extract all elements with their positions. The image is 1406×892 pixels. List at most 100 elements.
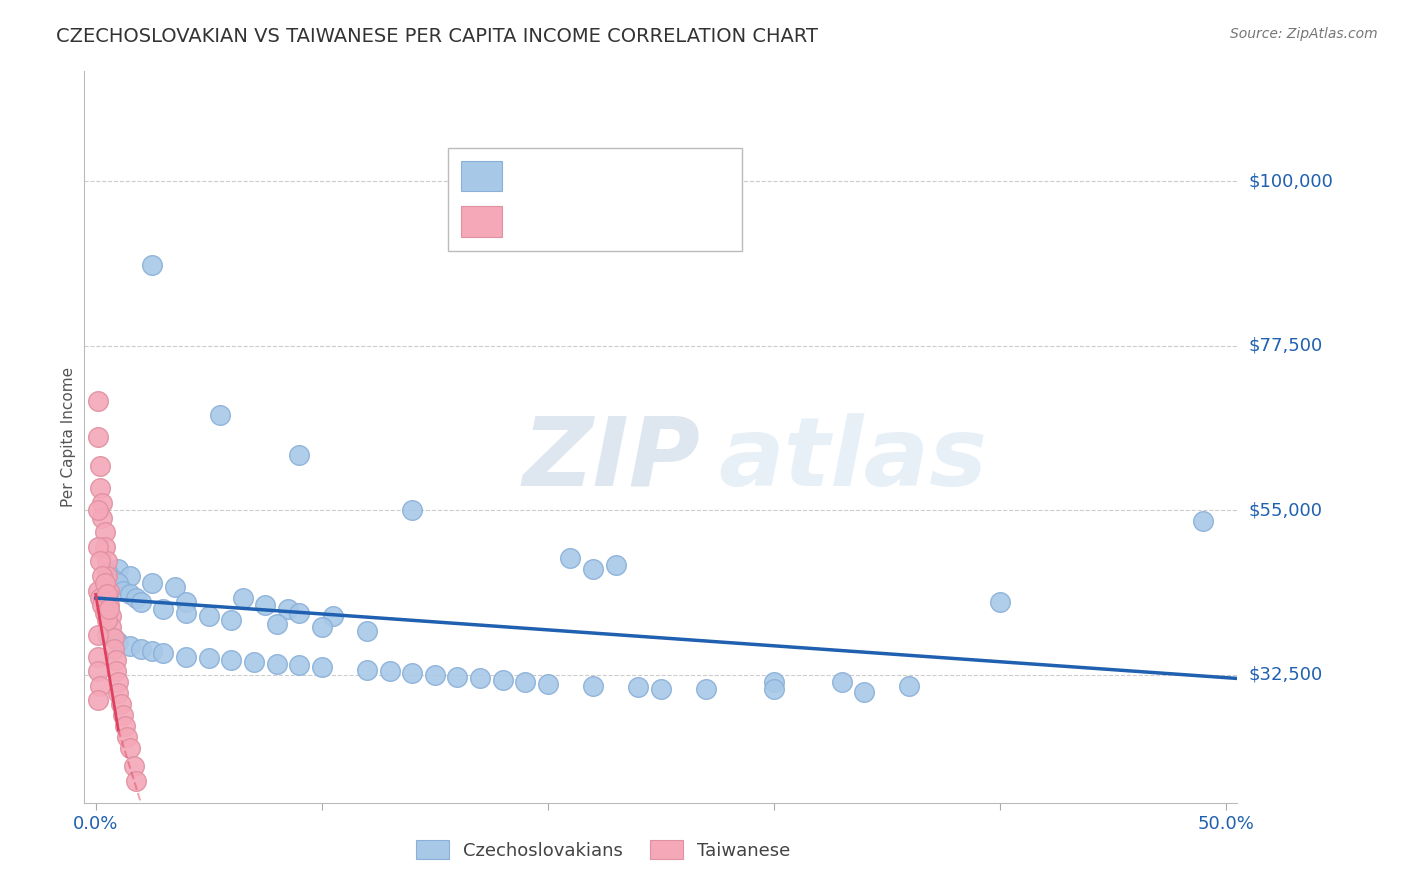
Point	[515, 675, 537, 690]
Point	[89, 679, 111, 693]
Point	[605, 558, 627, 573]
FancyBboxPatch shape	[461, 161, 502, 191]
Text: $100,000: $100,000	[1249, 172, 1333, 190]
Point	[129, 594, 152, 608]
Point	[105, 653, 128, 667]
Point	[89, 459, 111, 474]
Point	[208, 408, 231, 422]
Point	[103, 632, 125, 646]
Text: $55,000: $55,000	[1249, 501, 1323, 519]
Point	[762, 682, 785, 697]
Point	[378, 664, 401, 678]
Point	[103, 632, 125, 646]
Point	[87, 503, 110, 517]
Point	[117, 730, 139, 744]
Point	[537, 677, 560, 691]
Point	[91, 496, 114, 510]
Point	[988, 594, 1011, 608]
Point	[1192, 514, 1215, 528]
Point	[87, 627, 110, 641]
Point	[152, 646, 174, 660]
Point	[96, 627, 118, 641]
Point	[322, 609, 344, 624]
Point	[266, 616, 288, 631]
Point	[898, 679, 921, 693]
Point	[141, 576, 163, 591]
Point	[93, 606, 115, 620]
Point	[107, 635, 129, 649]
Point	[87, 664, 110, 678]
Point	[152, 602, 174, 616]
Point	[118, 569, 141, 583]
Point	[232, 591, 254, 605]
Point	[197, 651, 219, 665]
FancyBboxPatch shape	[447, 148, 741, 251]
Point	[96, 569, 118, 583]
Text: R =  -0.218: R = -0.218	[517, 167, 619, 185]
Point	[87, 583, 110, 598]
Point	[560, 550, 582, 565]
Point	[174, 606, 197, 620]
Point	[401, 503, 423, 517]
Point	[107, 675, 129, 690]
Text: ZIP: ZIP	[523, 412, 700, 506]
Point	[762, 675, 785, 690]
Point	[401, 665, 423, 680]
Point	[356, 624, 378, 638]
Point	[93, 540, 115, 554]
Point	[125, 773, 148, 788]
Point	[118, 639, 141, 653]
Point	[174, 649, 197, 664]
Point	[98, 602, 121, 616]
Point	[627, 680, 650, 694]
Point	[122, 759, 145, 773]
Point	[118, 587, 141, 601]
Point	[311, 660, 333, 674]
Point	[288, 448, 311, 462]
Text: Source: ZipAtlas.com: Source: ZipAtlas.com	[1230, 27, 1378, 41]
Point	[288, 658, 311, 673]
Point	[111, 583, 134, 598]
Point	[100, 609, 122, 624]
Point	[111, 708, 134, 723]
Point	[243, 656, 266, 670]
Point	[141, 643, 163, 657]
Point	[107, 576, 129, 591]
Point	[853, 684, 876, 698]
Point	[254, 599, 277, 613]
Point	[356, 663, 378, 677]
Point	[141, 258, 163, 272]
Point	[129, 642, 152, 657]
Point	[91, 569, 114, 583]
Point	[110, 697, 132, 711]
Point	[105, 664, 128, 678]
Point	[89, 554, 111, 568]
Point	[163, 580, 186, 594]
Point	[197, 609, 219, 624]
Point	[468, 672, 491, 686]
Point	[831, 675, 853, 690]
Point	[288, 606, 311, 620]
Point	[93, 525, 115, 540]
Point	[91, 510, 114, 524]
Point	[582, 562, 605, 576]
Text: atlas: atlas	[718, 412, 987, 506]
Point	[446, 670, 468, 684]
Point	[96, 554, 118, 568]
Text: R = -0.330: R = -0.330	[517, 212, 613, 230]
Point	[87, 430, 110, 444]
Point	[87, 693, 110, 707]
Point	[221, 613, 243, 627]
Point	[96, 566, 118, 580]
Point	[582, 679, 605, 693]
Point	[491, 673, 513, 687]
Y-axis label: Per Capita Income: Per Capita Income	[60, 367, 76, 508]
Point	[695, 682, 717, 697]
Point	[266, 657, 288, 671]
Point	[100, 620, 122, 634]
Text: N = 65: N = 65	[661, 167, 728, 185]
Point	[103, 642, 125, 657]
Point	[277, 602, 299, 616]
Point	[87, 540, 110, 554]
Point	[118, 740, 141, 755]
